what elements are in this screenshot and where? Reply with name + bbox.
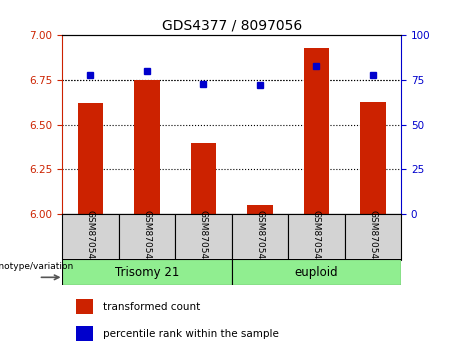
Text: GSM870542: GSM870542 [312,210,321,264]
Bar [304,48,329,214]
Text: euploid: euploid [295,266,338,279]
Bar [78,103,103,214]
Bar [247,205,272,214]
Bar [175,214,231,260]
Text: Trisomy 21: Trisomy 21 [115,266,179,279]
Bar [360,102,385,214]
Bar [76,299,93,314]
Bar [76,326,93,341]
Text: GSM870541: GSM870541 [255,210,265,265]
Bar [344,214,401,260]
Bar [231,259,401,285]
Text: GSM870543: GSM870543 [368,210,378,265]
Bar [231,214,288,260]
Bar [62,214,118,260]
Text: GSM870546: GSM870546 [199,210,208,265]
Bar [118,214,175,260]
Text: transformed count: transformed count [103,302,200,312]
Bar [288,214,344,260]
Bar [191,143,216,214]
Text: genotype/variation: genotype/variation [0,262,74,271]
Text: GSM870544: GSM870544 [86,210,95,264]
Text: GSM870545: GSM870545 [142,210,152,265]
Text: percentile rank within the sample: percentile rank within the sample [103,329,279,339]
Bar [62,259,231,285]
Bar [134,80,160,214]
Title: GDS4377 / 8097056: GDS4377 / 8097056 [161,19,302,33]
